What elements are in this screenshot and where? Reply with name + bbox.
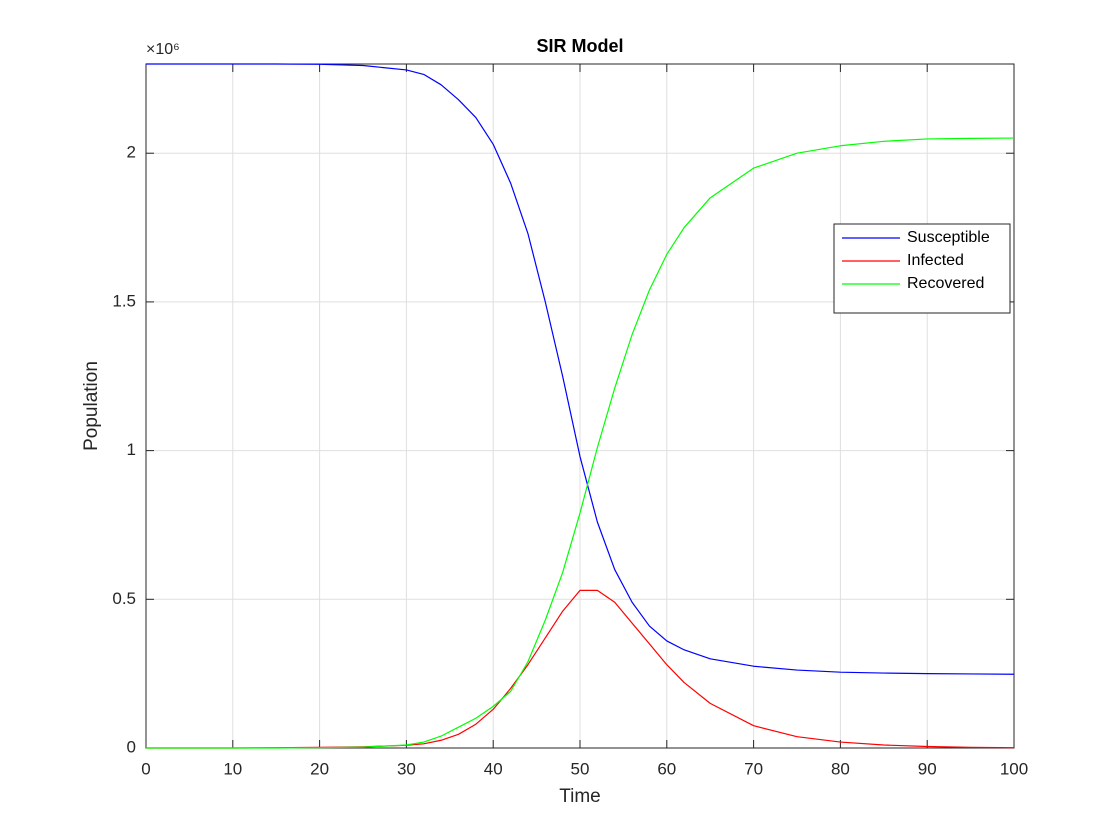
y-tick-label: 2 bbox=[127, 143, 136, 162]
y-tick-label: 1 bbox=[127, 440, 136, 459]
x-tick-label: 0 bbox=[141, 759, 150, 778]
y-multiplier: ×10⁶ bbox=[146, 41, 180, 58]
x-tick-label: 20 bbox=[310, 759, 329, 778]
x-tick-label: 30 bbox=[397, 759, 416, 778]
series-line bbox=[146, 137, 1015, 749]
x-tick-label: 60 bbox=[657, 759, 676, 778]
legend-label: Recovered bbox=[907, 275, 984, 292]
chart-title: SIR Model bbox=[536, 36, 623, 56]
x-tick-label: 50 bbox=[571, 759, 590, 778]
y-tick-label: 0.5 bbox=[112, 589, 136, 608]
x-tick-label: 10 bbox=[223, 759, 242, 778]
y-axis-label: Population bbox=[81, 361, 102, 451]
legend-label: Susceptible bbox=[907, 229, 990, 246]
x-tick-label: 40 bbox=[484, 759, 503, 778]
x-tick-label: 70 bbox=[744, 759, 763, 778]
y-tick-label: 0 bbox=[127, 737, 136, 756]
legend-label: Infected bbox=[907, 252, 964, 269]
y-tick-label: 1.5 bbox=[112, 291, 136, 310]
x-tick-label: 80 bbox=[831, 759, 850, 778]
x-axis-label: Time bbox=[559, 786, 601, 807]
x-tick-label: 100 bbox=[1000, 759, 1028, 778]
legend-box bbox=[833, 223, 1011, 314]
plot-frame bbox=[145, 63, 1015, 749]
x-tick-label: 90 bbox=[918, 759, 937, 778]
series-line bbox=[146, 63, 1015, 675]
